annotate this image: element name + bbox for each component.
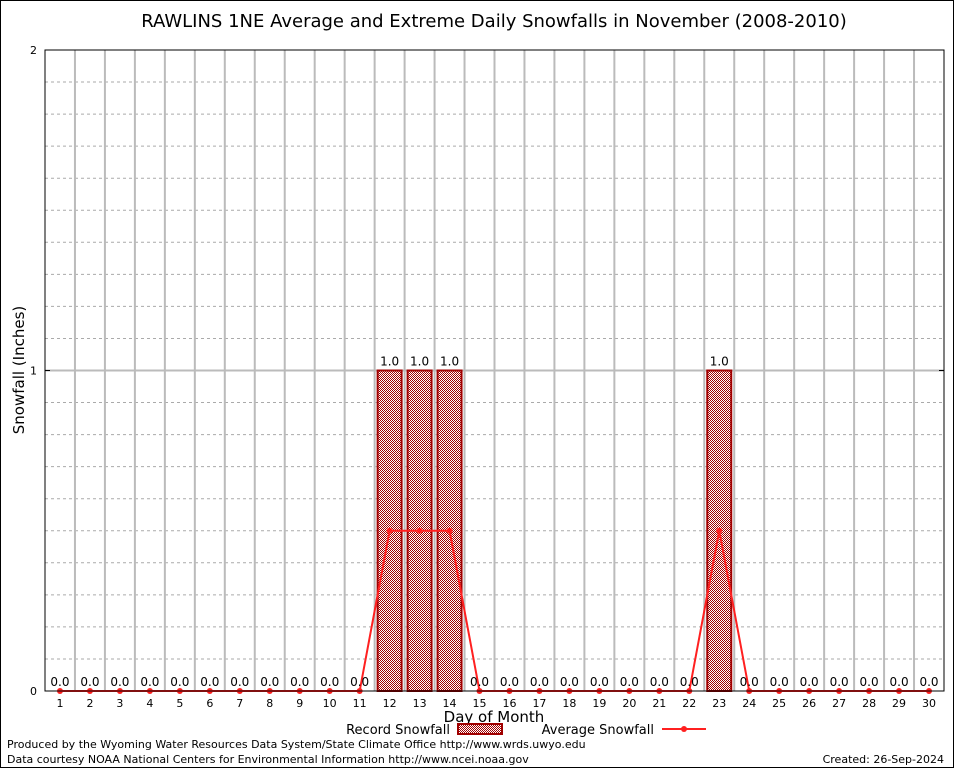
bar-value-label: 0.0 <box>800 675 819 689</box>
bar-value-label: 0.0 <box>320 675 339 689</box>
x-tick-label: 7 <box>236 697 243 710</box>
y-tick-label: 0 <box>30 685 37 698</box>
legend: Record Snowfall Average Snowfall <box>346 723 706 738</box>
x-tick-label: 17 <box>532 697 546 710</box>
legend-label-average: Average Snowfall <box>542 723 654 738</box>
bar-value-label: 0.0 <box>770 675 789 689</box>
bar-value-label: 0.0 <box>50 675 69 689</box>
x-tick-label: 6 <box>206 697 213 710</box>
bar-value-label: 0.0 <box>500 675 519 689</box>
x-tick-label: 9 <box>296 697 303 710</box>
x-tick-label: 28 <box>862 697 876 710</box>
bar-value-label: 0.0 <box>560 675 579 689</box>
bar-value-label: 0.0 <box>680 675 699 689</box>
y-axis-label: Snowfall (Inches) <box>10 306 28 434</box>
footer-produced-by: Produced by the Wyoming Water Resources … <box>7 738 586 751</box>
x-tick-label: 29 <box>892 697 906 710</box>
legend-label-record: Record Snowfall <box>346 723 450 738</box>
x-tick-label: 11 <box>353 697 367 710</box>
x-tick-label: 3 <box>116 697 123 710</box>
x-axis-label: Day of Month <box>444 708 545 726</box>
x-tick-label: 5 <box>176 697 183 710</box>
chart-title: RAWLINS 1NE Average and Extreme Daily Sn… <box>141 11 847 32</box>
bar-value-label: 0.0 <box>140 675 159 689</box>
x-tick-label: 16 <box>502 697 516 710</box>
x-tick-label: 8 <box>266 697 273 710</box>
x-tick-label: 24 <box>742 697 756 710</box>
x-tick-label: 2 <box>86 697 93 710</box>
x-tick-label: 21 <box>652 697 666 710</box>
bar-value-label: 0.0 <box>170 675 189 689</box>
x-tick-label: 10 <box>323 697 337 710</box>
x-tick-label: 15 <box>473 697 487 710</box>
bar-value-label: 0.0 <box>590 675 609 689</box>
bar-value-label: 0.0 <box>260 675 279 689</box>
x-tick-label: 14 <box>443 697 457 710</box>
x-tick-label: 19 <box>592 697 606 710</box>
x-tick-label: 18 <box>562 697 576 710</box>
x-tick-label: 23 <box>712 697 726 710</box>
bar-value-label: 0.0 <box>830 675 849 689</box>
bar-value-label: 0.0 <box>350 675 369 689</box>
x-tick-label: 27 <box>832 697 846 710</box>
bar-value-label: 0.0 <box>919 675 938 689</box>
bar-value-label: 0.0 <box>860 675 879 689</box>
legend-swatch-record <box>457 723 503 735</box>
y-tick-label: 2 <box>30 44 37 57</box>
bar-value-label: 0.0 <box>530 675 549 689</box>
bar-value-label: 0.0 <box>620 675 639 689</box>
average-point <box>446 527 453 534</box>
legend-marker-average <box>681 726 687 732</box>
bar-value-label: 0.0 <box>200 675 219 689</box>
bar-value-label: 0.0 <box>290 675 309 689</box>
x-tick-label: 4 <box>146 697 153 710</box>
x-tick-label: 22 <box>682 697 696 710</box>
footer-created-date: Created: 26-Sep-2024 <box>823 753 944 766</box>
average-point <box>416 527 423 534</box>
x-tick-label: 20 <box>622 697 636 710</box>
y-tick-label: 1 <box>30 365 37 378</box>
bar-value-label: 0.0 <box>110 675 129 689</box>
bar-value-label: 0.0 <box>650 675 669 689</box>
bar-value-label: 0.0 <box>470 675 489 689</box>
average-point <box>716 527 723 534</box>
bar-value-label: 1.0 <box>710 355 729 369</box>
bar-value-label: 0.0 <box>230 675 249 689</box>
average-point <box>386 527 393 534</box>
bar-value-label: 0.0 <box>740 675 759 689</box>
bar-value-label: 0.0 <box>890 675 909 689</box>
x-tick-label: 12 <box>383 697 397 710</box>
bar-value-label: 1.0 <box>410 355 429 369</box>
x-tick-label: 26 <box>802 697 816 710</box>
bar-value-label: 1.0 <box>440 355 459 369</box>
x-tick-label: 1 <box>56 697 63 710</box>
x-tick-label: 13 <box>413 697 427 710</box>
bar-value-label: 0.0 <box>80 675 99 689</box>
bar-value-label: 1.0 <box>380 355 399 369</box>
x-tick-label: 30 <box>922 697 936 710</box>
footer-data-courtesy: Data courtesy NOAA National Centers for … <box>7 753 529 766</box>
x-tick-label: 25 <box>772 697 786 710</box>
